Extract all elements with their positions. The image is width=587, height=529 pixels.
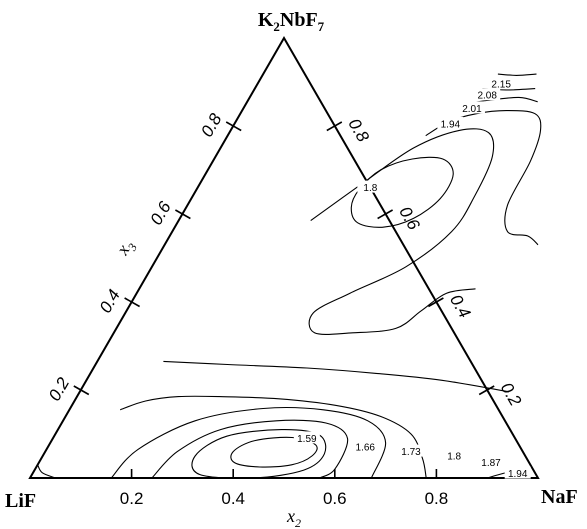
- contour-label-bg: [458, 101, 485, 114]
- tick-label-left: 0.8: [197, 110, 226, 140]
- contour-line-1_87: [308, 128, 495, 335]
- contour-line-1_8: [350, 156, 454, 228]
- contour-labels: 2.152.082.011.941.81.591.66 1.73 1.81.871.…: [293, 77, 531, 480]
- contour-line-1_87: [120, 395, 427, 479]
- tick-label-left: 0.2: [45, 374, 74, 404]
- contour-label-bg: [437, 116, 464, 129]
- contour-line-1_66: [191, 429, 327, 479]
- vertex-top-mid: NbF: [280, 9, 318, 31]
- contour-label-bg: [352, 440, 379, 453]
- axis-x2-sub: 2: [295, 516, 301, 529]
- contour-label: 1.94: [508, 469, 528, 480]
- tick-marks: [73, 121, 495, 478]
- tick-right: [478, 385, 495, 396]
- contour-line-1_94: [425, 110, 542, 246]
- tick-label-left: 0.4: [96, 286, 124, 316]
- tick-left: [124, 297, 140, 308]
- contour-line-2_01: [37, 464, 56, 479]
- contour-label: 2.08: [477, 91, 497, 102]
- tick-label-right: 0.2: [497, 379, 526, 409]
- vertex-top-sub1: 2: [273, 19, 280, 34]
- tick-label-right: 0.4: [446, 291, 474, 321]
- contour-line-1_73: [151, 419, 349, 479]
- contour-label: 1.87: [481, 458, 501, 469]
- contour-line-1_59: [230, 436, 318, 468]
- axis-label-x3: x3: [112, 236, 140, 261]
- tick-left: [175, 209, 191, 220]
- tick-label-left: 0.6: [146, 198, 175, 228]
- tick-label-right: 0.6: [395, 203, 424, 233]
- tick-right: [428, 297, 444, 308]
- contour-label-bg: [504, 466, 531, 479]
- contour-line-1_8: [110, 406, 387, 479]
- tick-label-bottom: 0.6: [323, 489, 347, 508]
- vertex-top-sub2: 7: [318, 19, 325, 34]
- tick-labels: 0.2 0.2 0.2 0.4 0.4 0.4 0.6 0.6 0.6 0.8 0.8 0.8: [45, 110, 525, 508]
- contour-label: 1.73: [401, 447, 421, 458]
- contour-label-bg: [398, 444, 424, 457]
- contour-lines: [37, 73, 542, 479]
- contour-label: 2.01: [462, 104, 482, 115]
- axis-x2-main: x: [286, 506, 295, 526]
- contour-label-bg: [293, 431, 320, 444]
- vertex-label-right: NaF: [541, 486, 578, 508]
- tick-label-bottom: 0.8: [425, 489, 449, 508]
- contour-label: 1.66: [356, 443, 376, 454]
- contour-label-bg: [488, 77, 515, 90]
- tick-label-bottom: 0.2: [120, 489, 144, 508]
- axis-label-x2: x2: [286, 506, 301, 529]
- contour-label-bg: [441, 449, 468, 461]
- contour-label-bg: [478, 455, 505, 468]
- triangle-frame: [28, 35, 540, 479]
- tick-left: [73, 385, 90, 396]
- contour-label: 1.94: [441, 119, 461, 130]
- contour-label: 2.15: [491, 80, 511, 91]
- tick-left: [225, 121, 242, 132]
- tick-label-bottom: 0.4: [221, 489, 245, 508]
- vertex-label-top: K2NbF7: [258, 9, 325, 34]
- tick-right: [377, 209, 393, 220]
- contour-label: 1.8: [363, 183, 377, 194]
- contour-label: 1.59: [297, 434, 317, 445]
- contour-line-1_94: [163, 360, 510, 393]
- contour-label-bg: [474, 88, 501, 101]
- contour-line-2_15: [497, 73, 537, 76]
- vertex-label-left: LiF: [5, 490, 36, 512]
- vertex-top-main: K: [258, 9, 274, 31]
- triangle-outline: [28, 35, 540, 479]
- contour-label: 1.8: [447, 452, 461, 463]
- tick-label-right: 0.8: [344, 115, 373, 145]
- contour-label-bg: [357, 180, 384, 193]
- tick-right: [326, 121, 343, 132]
